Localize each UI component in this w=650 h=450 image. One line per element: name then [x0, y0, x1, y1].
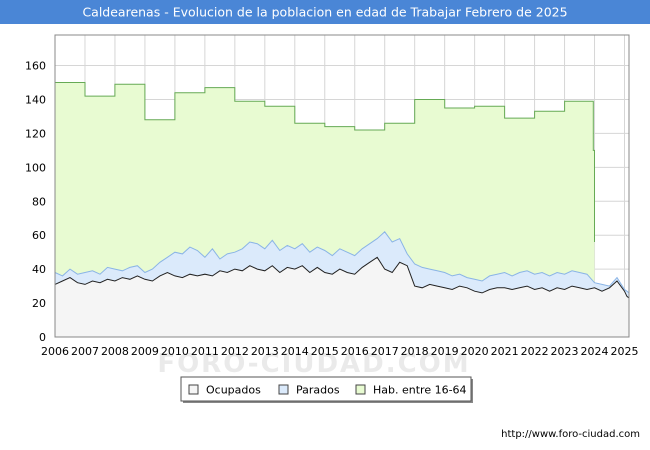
y-tick-label-40: 40 — [32, 263, 46, 276]
x-tick-label-2019: 2019 — [431, 345, 459, 358]
y-tick-label-120: 120 — [25, 127, 46, 140]
x-axis-ticks: 2006 2007 2008 2009 2010 2011 2012 2013 2014 2015… — [41, 345, 639, 358]
x-tick-label-2014: 2014 — [281, 345, 309, 358]
x-tick-label-2024: 2024 — [581, 345, 609, 358]
source-url: http://www.foro-ciudad.com — [501, 429, 640, 440]
y-tick-label-160: 160 — [25, 60, 46, 73]
x-tick-label-2006: 2006 — [41, 345, 69, 358]
series-layer — [54, 82, 630, 337]
y-tick-label-140: 140 — [25, 93, 46, 106]
legend-swatch-ocupados — [188, 384, 199, 395]
x-tick-label-2015: 2015 — [311, 345, 339, 358]
parados-line — [54, 231, 630, 294]
x-tick-label-2017: 2017 — [371, 345, 399, 358]
y-tick-label-0: 0 — [39, 331, 46, 344]
x-tick-label-2011: 2011 — [191, 345, 219, 358]
x-tick-label-2022: 2022 — [521, 345, 549, 358]
watermark-text: FORO-CIUDAD.COM — [157, 349, 470, 379]
x-tick-label-2025: 2025 — [611, 345, 639, 358]
x-tick-label-2008: 2008 — [101, 345, 129, 358]
x-tick-label-2009: 2009 — [131, 345, 159, 358]
hab-line — [55, 82, 595, 242]
title-bar — [0, 0, 650, 24]
x-tick-label-2007: 2007 — [71, 345, 99, 358]
y-tick-label-20: 20 — [32, 297, 46, 310]
legend-label-hab: Hab. entre 16-64 — [373, 384, 467, 397]
ocupados-line — [54, 256, 630, 299]
plot-border — [54, 34, 630, 338]
x-tick-label-2023: 2023 — [551, 345, 579, 358]
legend-swatch-hab — [355, 384, 366, 395]
x-tick-label-2010: 2010 — [161, 345, 189, 358]
legend-label-parados: Parados — [296, 384, 340, 397]
chart-title: Caldearenas - Evolucion de la poblacion … — [82, 5, 567, 20]
x-tick-label-2012: 2012 — [221, 345, 249, 358]
x-tick-label-2013: 2013 — [251, 345, 279, 358]
x-tick-label-2016: 2016 — [341, 345, 369, 358]
y-tick-label-100: 100 — [25, 161, 46, 174]
legend: Ocupados Parados Hab. entre 16-64 — [180, 376, 473, 403]
y-tick-label-60: 60 — [32, 229, 46, 242]
legend-swatch-parados — [278, 384, 289, 395]
x-tick-label-2018: 2018 — [401, 345, 429, 358]
legend-box — [180, 376, 472, 402]
x-tick-label-2021: 2021 — [491, 345, 519, 358]
legend-label-ocupados: Ocupados — [206, 384, 261, 397]
y-axis-ticks: 0 20 40 60 80 100 120 140 160 — [25, 60, 46, 344]
ocupados-area — [55, 257, 629, 337]
x-tick-label-2020: 2020 — [461, 345, 489, 358]
y-tick-label-80: 80 — [32, 195, 46, 208]
